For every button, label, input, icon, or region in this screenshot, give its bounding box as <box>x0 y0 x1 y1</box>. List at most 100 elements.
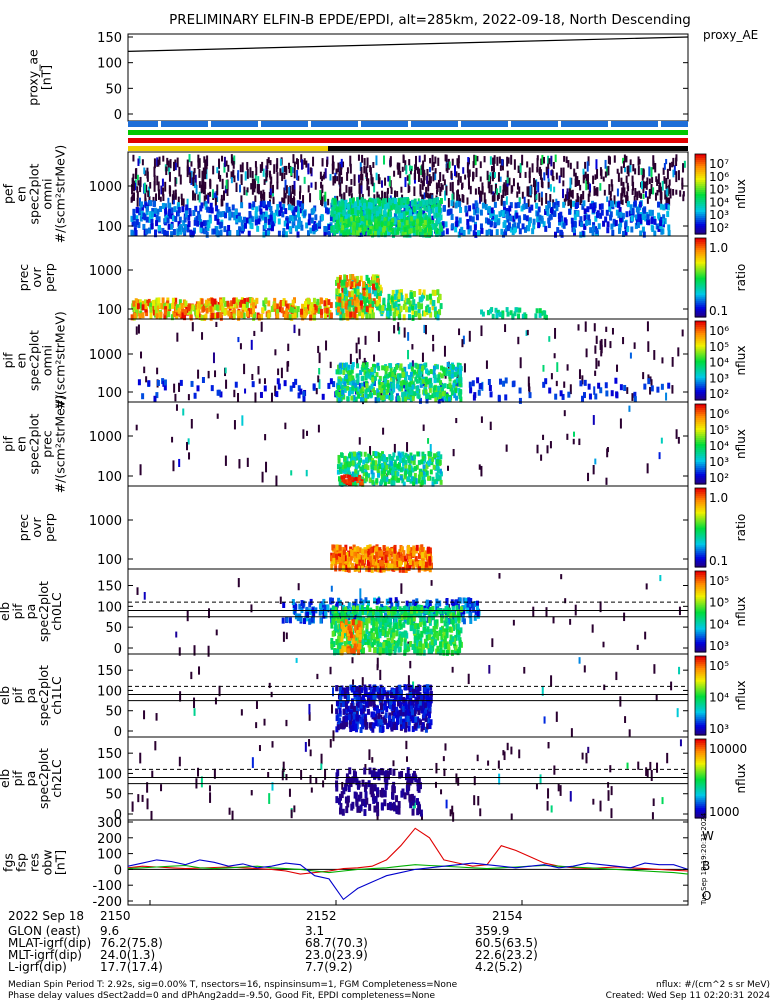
spectro-pixel <box>345 378 349 384</box>
spectro-pixel <box>420 178 423 184</box>
spectro-pixel <box>536 444 539 454</box>
spectro-pixel <box>275 391 279 398</box>
spectro-pixel <box>376 467 380 473</box>
spectro-pixel <box>347 561 351 568</box>
spectro-pixel <box>360 383 364 389</box>
spectro-pixel <box>505 444 508 452</box>
colorbar-cell <box>695 376 706 379</box>
spectro-pixel <box>373 375 377 381</box>
spectro-pixel <box>404 198 408 205</box>
spectro-pixel <box>411 215 415 222</box>
spectro-pixel <box>417 388 421 394</box>
spectro-pixel <box>373 223 377 229</box>
colorbar-cell <box>695 398 706 401</box>
spectro-pixel <box>310 182 313 188</box>
spectro-pixel <box>346 367 350 373</box>
spectro-pixel <box>346 212 350 219</box>
spectro-pixel <box>541 181 544 189</box>
spectro-pixel <box>176 157 179 168</box>
spectro-pixel <box>304 304 308 311</box>
spectro-pixel <box>196 385 200 392</box>
spectro-pixel <box>355 292 359 299</box>
spectro-pixel <box>576 176 579 187</box>
colorbar-cell <box>695 362 706 366</box>
spectro-pixel <box>508 205 512 212</box>
spectro-pixel <box>516 222 520 229</box>
spectro-pixel <box>380 231 384 237</box>
spectro-pixel <box>599 387 603 394</box>
spectro-pixel <box>347 390 351 396</box>
spectro-pixel <box>320 181 323 189</box>
spectro-pixel <box>359 306 363 313</box>
spectro-pixel <box>350 480 354 486</box>
spectro-pixel <box>419 471 423 477</box>
spectro-pixel <box>435 189 438 195</box>
spectro-pixel <box>166 157 169 166</box>
spectro-pixel <box>332 381 336 388</box>
spectro-pixel <box>312 207 316 214</box>
spectro-pixel <box>409 362 413 368</box>
spectro-pixel <box>352 202 356 209</box>
spectro-pixel <box>295 225 299 232</box>
spectro-pixel <box>240 174 243 183</box>
spectro-pixel <box>511 313 515 319</box>
spectro-pixel <box>518 397 522 404</box>
colorbar-cell <box>695 478 706 481</box>
colorbar-cell <box>695 380 706 383</box>
spectro-pixel <box>413 186 416 197</box>
spectro-pixel <box>192 176 195 187</box>
spectro-pixel <box>485 229 489 236</box>
spectro-pixel <box>408 209 412 216</box>
spectro-pixel <box>273 164 276 174</box>
spectro-pixel <box>271 184 274 194</box>
spectro-pixel <box>611 184 614 192</box>
spectro-pixel <box>477 230 481 237</box>
spectro-pixel <box>637 156 640 166</box>
spectro-pixel <box>276 204 280 211</box>
spectro-pixel <box>507 157 510 164</box>
spectro-pixel <box>479 190 482 198</box>
spectro-pixel <box>642 183 645 194</box>
spectro-pixel <box>438 222 442 229</box>
spectro-pixel <box>628 210 632 217</box>
spectro-pixel <box>360 166 363 178</box>
spectro-pixel <box>655 176 658 182</box>
colorbar-cell <box>695 226 706 229</box>
spectro-pixel <box>652 155 655 166</box>
spectro-pixel <box>540 197 543 206</box>
spectro-pixel <box>435 465 439 471</box>
spectro-pixel <box>353 461 357 467</box>
spectro-pixel <box>542 381 546 388</box>
spectro-pixel <box>346 474 350 479</box>
spectro-pixel <box>354 396 358 402</box>
spectro-pixel <box>583 223 587 230</box>
spectro-pixel <box>258 205 262 212</box>
status-bar-gap <box>658 121 661 127</box>
spectro-pixel <box>580 221 584 228</box>
spectro-pixel <box>342 161 345 168</box>
spectro-pixel <box>392 197 396 204</box>
spectro-pixel <box>504 184 507 193</box>
spectro-pixel <box>214 304 218 311</box>
spectro-pixel <box>583 215 587 222</box>
spectro-pixel <box>407 455 411 461</box>
spectro-pixel <box>655 223 659 230</box>
spectro-pixel <box>173 383 176 393</box>
spectro-pixel <box>163 384 167 391</box>
spectro-pixel <box>414 376 418 382</box>
spectro-pixel <box>399 305 403 312</box>
spectro-pixel <box>134 298 138 305</box>
spectro-pixel <box>609 191 612 197</box>
spectro-pixel <box>384 177 387 186</box>
spectro-pixel <box>421 352 424 363</box>
spectro-pixel <box>337 391 341 397</box>
spectro-pixel <box>342 314 346 321</box>
spectro-pixel <box>566 433 569 440</box>
spectro-pixel <box>219 299 223 306</box>
spectro-pixel <box>419 216 423 222</box>
spectro-pixel <box>197 369 200 379</box>
spectro-pixel <box>421 451 425 457</box>
spectro-pixel <box>408 464 412 470</box>
spectro-pixel <box>422 214 426 221</box>
spectro-pixel <box>503 220 507 227</box>
